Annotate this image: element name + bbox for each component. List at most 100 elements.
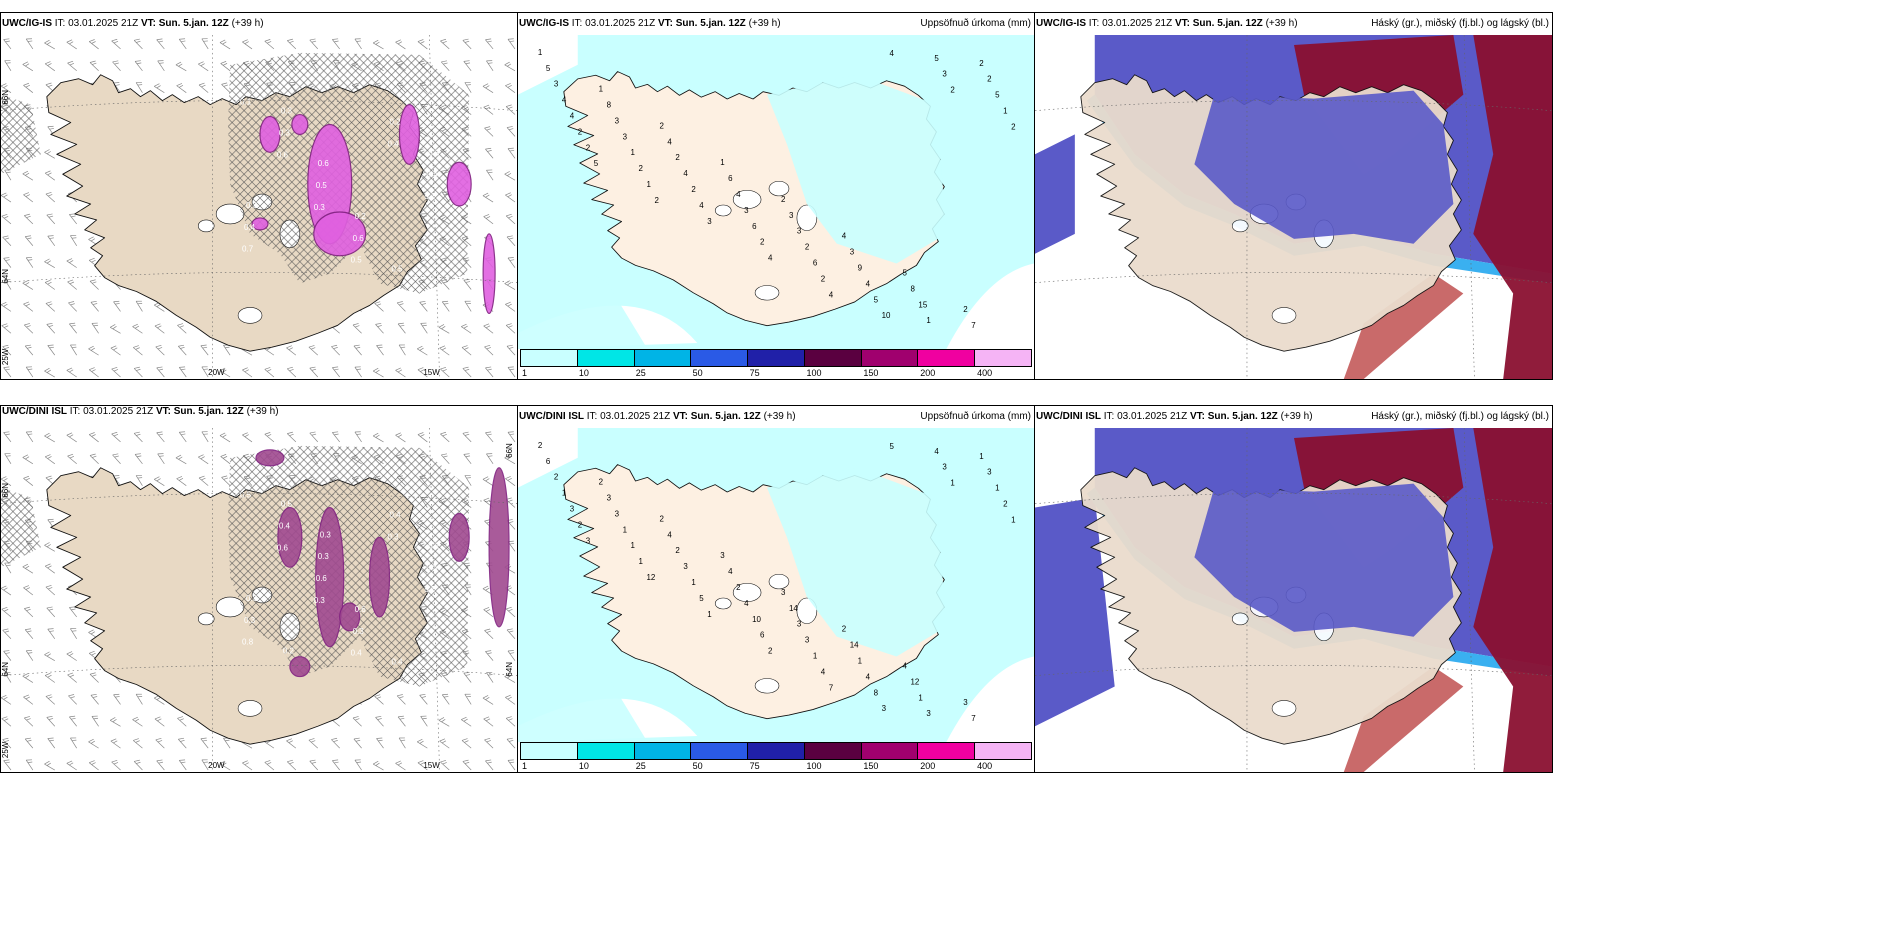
wind-barb <box>25 759 34 771</box>
precip-value: 8 <box>910 284 915 293</box>
wind-barb <box>2 235 12 247</box>
colorbar-tick: 25 <box>635 761 646 771</box>
precip-value: 2 <box>578 520 583 529</box>
wind-barb <box>441 453 450 465</box>
lat-label: 25W <box>1 348 10 365</box>
wind-map[interactable]: 0.5 0.6 0.3 0.4 0.3 0.5 0.8 0.4 0.6 0.3 0.4 0.5 0.3 0… <box>1 428 517 772</box>
model-name: UWC/DINI ISL <box>1036 411 1101 422</box>
precip-map[interactable]: 1 1 2 1 2 4 5 2 5 8 4 6 3 3 8 7 3 3 2 4 3 9 15 2 4 3 4 3 2 4 1 2 4 1 2 6 6 5 5… <box>518 35 1034 349</box>
wind-barb <box>396 694 406 705</box>
wind-barb <box>396 301 406 312</box>
panel-precip-top: UWC/IG-IS IT: 03.01.2025 21Z VT: Sun. 5.… <box>517 12 1035 380</box>
model-name: UWC/IG-IS <box>519 18 569 29</box>
wind-barb <box>483 214 494 225</box>
cloud-map[interactable] <box>1035 35 1552 379</box>
valid-label: VT: <box>140 18 156 29</box>
wind-barb <box>178 366 187 378</box>
colorbar-tick: 100 <box>806 368 822 378</box>
wind-barb <box>89 672 99 683</box>
wind-barb <box>463 672 472 683</box>
wind-barb <box>507 650 516 661</box>
panel-wind-top: UWC/IG-IS IT: 03.01.2025 21Z VT: Sun. 5.… <box>0 12 518 380</box>
wind-barb <box>46 322 56 334</box>
precip-value: 3 <box>781 588 786 597</box>
wind-barb <box>44 39 55 50</box>
precip-value: 5 <box>546 64 551 73</box>
wind-barb <box>1 214 12 225</box>
colorbar-swatch <box>918 743 976 759</box>
wind-barb <box>70 235 78 246</box>
cloud-map[interactable] <box>1035 428 1552 772</box>
precip-value: 1 <box>1011 515 1016 524</box>
wind-barb <box>486 671 494 683</box>
wind-barb <box>198 454 209 465</box>
hatch-value: 0.5 <box>281 500 293 509</box>
panel-header: UWC/DINI ISL IT: 03.01.2025 21Z VT: Sun.… <box>1 406 517 428</box>
panel-header: UWC/DINI ISL IT: 03.01.2025 21Z VT: Sun.… <box>1035 406 1552 428</box>
wind-barb <box>438 324 450 334</box>
colorbar-swatch <box>577 350 635 366</box>
wind-barb <box>395 432 406 443</box>
wind-barb <box>505 104 516 115</box>
wind-barb <box>2 628 12 640</box>
wind-barb <box>111 759 121 771</box>
init-time: IT: 03.01.2025 21Z <box>1103 411 1188 422</box>
wind-barb <box>242 432 253 443</box>
precip-value: 5 <box>890 442 895 451</box>
panel-cloud-top: UWC/IG-IS IT: 03.01.2025 21Z VT: Sun. 5.… <box>1034 12 1553 380</box>
wind-barb <box>505 476 516 486</box>
precip-value: 2 <box>950 86 955 95</box>
wind-barb <box>156 38 165 50</box>
colorbar-swatch <box>804 743 862 759</box>
precip-map[interactable]: 2 2 2 3 3 2 4 3 6 3 4 4 14 14 12 7 2 3 2 2 3 1 1 1 1 1 3 4 3 4 3 3 3 1 1 10… <box>518 428 1034 742</box>
valid-label: VT: <box>155 406 171 417</box>
hatch-value: 0.3 <box>281 107 293 116</box>
precip-value: 4 <box>744 599 749 608</box>
wind-barb <box>47 235 56 246</box>
glacier <box>714 597 732 610</box>
wind-barb <box>485 759 494 771</box>
wind-barb <box>4 60 12 71</box>
wind-barb <box>242 367 253 378</box>
low-cloud <box>1194 90 1454 244</box>
hatch-value: 0.3 <box>246 201 258 210</box>
lon-label: 15W <box>423 368 440 377</box>
wind-barb <box>483 607 494 618</box>
colorbar-swatch <box>804 350 862 366</box>
wind-barb <box>154 323 165 334</box>
wind-barb <box>198 82 209 93</box>
hatch-value: 0.3 <box>424 192 436 201</box>
wind-barb <box>45 192 56 203</box>
precip-value: 3 <box>615 509 620 518</box>
wind-barb <box>504 61 516 72</box>
precip-value: 7 <box>829 683 834 692</box>
wind-barb <box>44 542 55 552</box>
init-time: IT: 03.01.2025 21Z <box>54 18 139 29</box>
lead-time: (+39 h) <box>748 18 781 29</box>
wind-map[interactable]: 0.1 0.6 0.3 0.5 0.4 0.3 0.7 0.3 0.5 0.6 0.2 0.4 0.4 0… <box>1 35 517 379</box>
wind-barb <box>154 476 165 486</box>
precip-value: 3 <box>683 562 688 571</box>
precip-value: 1 <box>926 316 931 325</box>
wind-barb <box>89 279 99 290</box>
wind-barb <box>264 760 275 771</box>
hatch-value: 0.4 <box>389 510 401 519</box>
wind-barb <box>462 366 472 378</box>
hatch-value: 0.4 <box>426 170 438 179</box>
colorbar-swatch <box>577 743 635 759</box>
wind-barb <box>91 322 99 334</box>
precip-value: 2 <box>760 238 765 247</box>
wind-barb <box>23 192 34 203</box>
precip-value: 2 <box>659 121 664 130</box>
hatched-cloud-area <box>1 487 41 568</box>
precip-value: 3 <box>797 620 802 629</box>
wind-barb <box>1 476 12 486</box>
wind-barb <box>201 38 209 50</box>
wind-barb <box>398 344 406 356</box>
glacier <box>237 307 263 324</box>
precip-value: 3 <box>805 636 810 645</box>
wind-barb <box>88 345 99 356</box>
wind-barb <box>22 170 34 181</box>
precip-blob <box>339 602 361 632</box>
low-cloud <box>1035 134 1075 254</box>
